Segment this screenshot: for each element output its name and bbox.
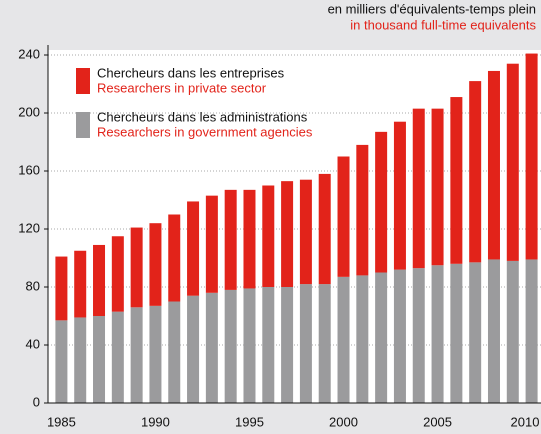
legend-label: Chercheurs dans les administrations — [97, 109, 308, 124]
y-tick-label: 240 — [18, 46, 40, 61]
x-tick-label: 2010 — [511, 414, 540, 429]
bar-segment — [93, 316, 106, 403]
bar-segment — [299, 284, 312, 403]
bar-segment — [149, 223, 162, 306]
bar-segment — [375, 131, 388, 273]
bar-segment — [55, 256, 68, 321]
bar-segment — [469, 262, 482, 403]
bar-segment — [487, 70, 500, 260]
bar-segment — [431, 108, 444, 266]
bar-segment — [412, 268, 425, 403]
bar-segment — [525, 53, 538, 260]
bar-segment — [525, 259, 538, 403]
bar-segment — [205, 292, 218, 403]
y-tick-label: 80 — [26, 278, 40, 293]
bar-segment — [337, 276, 350, 403]
bar-segment — [431, 265, 444, 403]
bar-segment — [450, 97, 463, 264]
legend-swatch — [76, 112, 90, 138]
bar-segment — [111, 236, 124, 312]
bar-segment — [506, 63, 519, 261]
legend-label-en: Researchers in private sector — [97, 80, 267, 95]
x-tick-label: 1985 — [47, 414, 76, 429]
bar-segment — [262, 287, 275, 403]
x-tick-label: 2005 — [423, 414, 452, 429]
bar-segment — [469, 81, 482, 263]
legend-label-en: Researchers in government agencies — [97, 124, 313, 139]
bar-segment — [55, 320, 68, 403]
bar-segment — [412, 108, 425, 269]
bar-segment — [168, 301, 181, 403]
bar-segment — [93, 244, 106, 316]
bar-segment — [224, 189, 237, 290]
bar-segment — [318, 173, 331, 285]
unit-label: en milliers d'équivalents-temps plein — [328, 1, 536, 16]
y-tick-label: 120 — [18, 220, 40, 235]
bar-segment — [450, 263, 463, 403]
bar-segment — [281, 181, 294, 287]
legend-label: Chercheurs dans les entreprises — [97, 65, 285, 80]
bar-segment — [149, 305, 162, 403]
bar-segment — [356, 144, 369, 276]
bar-segment — [130, 307, 143, 403]
bar-segment — [487, 259, 500, 403]
bar-segment — [393, 121, 406, 270]
bar-segment — [299, 179, 312, 285]
bar-segment — [281, 287, 294, 403]
x-tick-label: 2000 — [329, 414, 358, 429]
bar-segment — [168, 214, 181, 302]
bar-segment — [318, 284, 331, 403]
bar-segment — [506, 260, 519, 403]
bar-segment — [393, 269, 406, 403]
x-tick-label: 1995 — [235, 414, 264, 429]
bar-segment — [205, 195, 218, 293]
bar-segment — [262, 185, 275, 287]
bar-segment — [187, 295, 200, 403]
unit-label-en: in thousand full-time equivalents — [350, 17, 536, 32]
y-tick-label: 40 — [26, 336, 40, 351]
bar-segment — [224, 289, 237, 403]
y-tick-label: 160 — [18, 162, 40, 177]
bar-segment — [337, 156, 350, 277]
bar-segment — [130, 227, 143, 308]
x-tick-label: 1990 — [141, 414, 170, 429]
y-tick-label: 200 — [18, 104, 40, 119]
bar-segment — [243, 189, 256, 289]
bar-segment — [356, 275, 369, 403]
bar-segment — [74, 317, 87, 403]
bar-segment — [187, 201, 200, 296]
bar-segment — [375, 272, 388, 403]
bar-segment — [243, 288, 256, 403]
bar-segment — [74, 250, 87, 318]
bar-segment — [111, 311, 124, 403]
y-tick-label: 0 — [33, 394, 40, 409]
legend-swatch — [76, 68, 90, 94]
